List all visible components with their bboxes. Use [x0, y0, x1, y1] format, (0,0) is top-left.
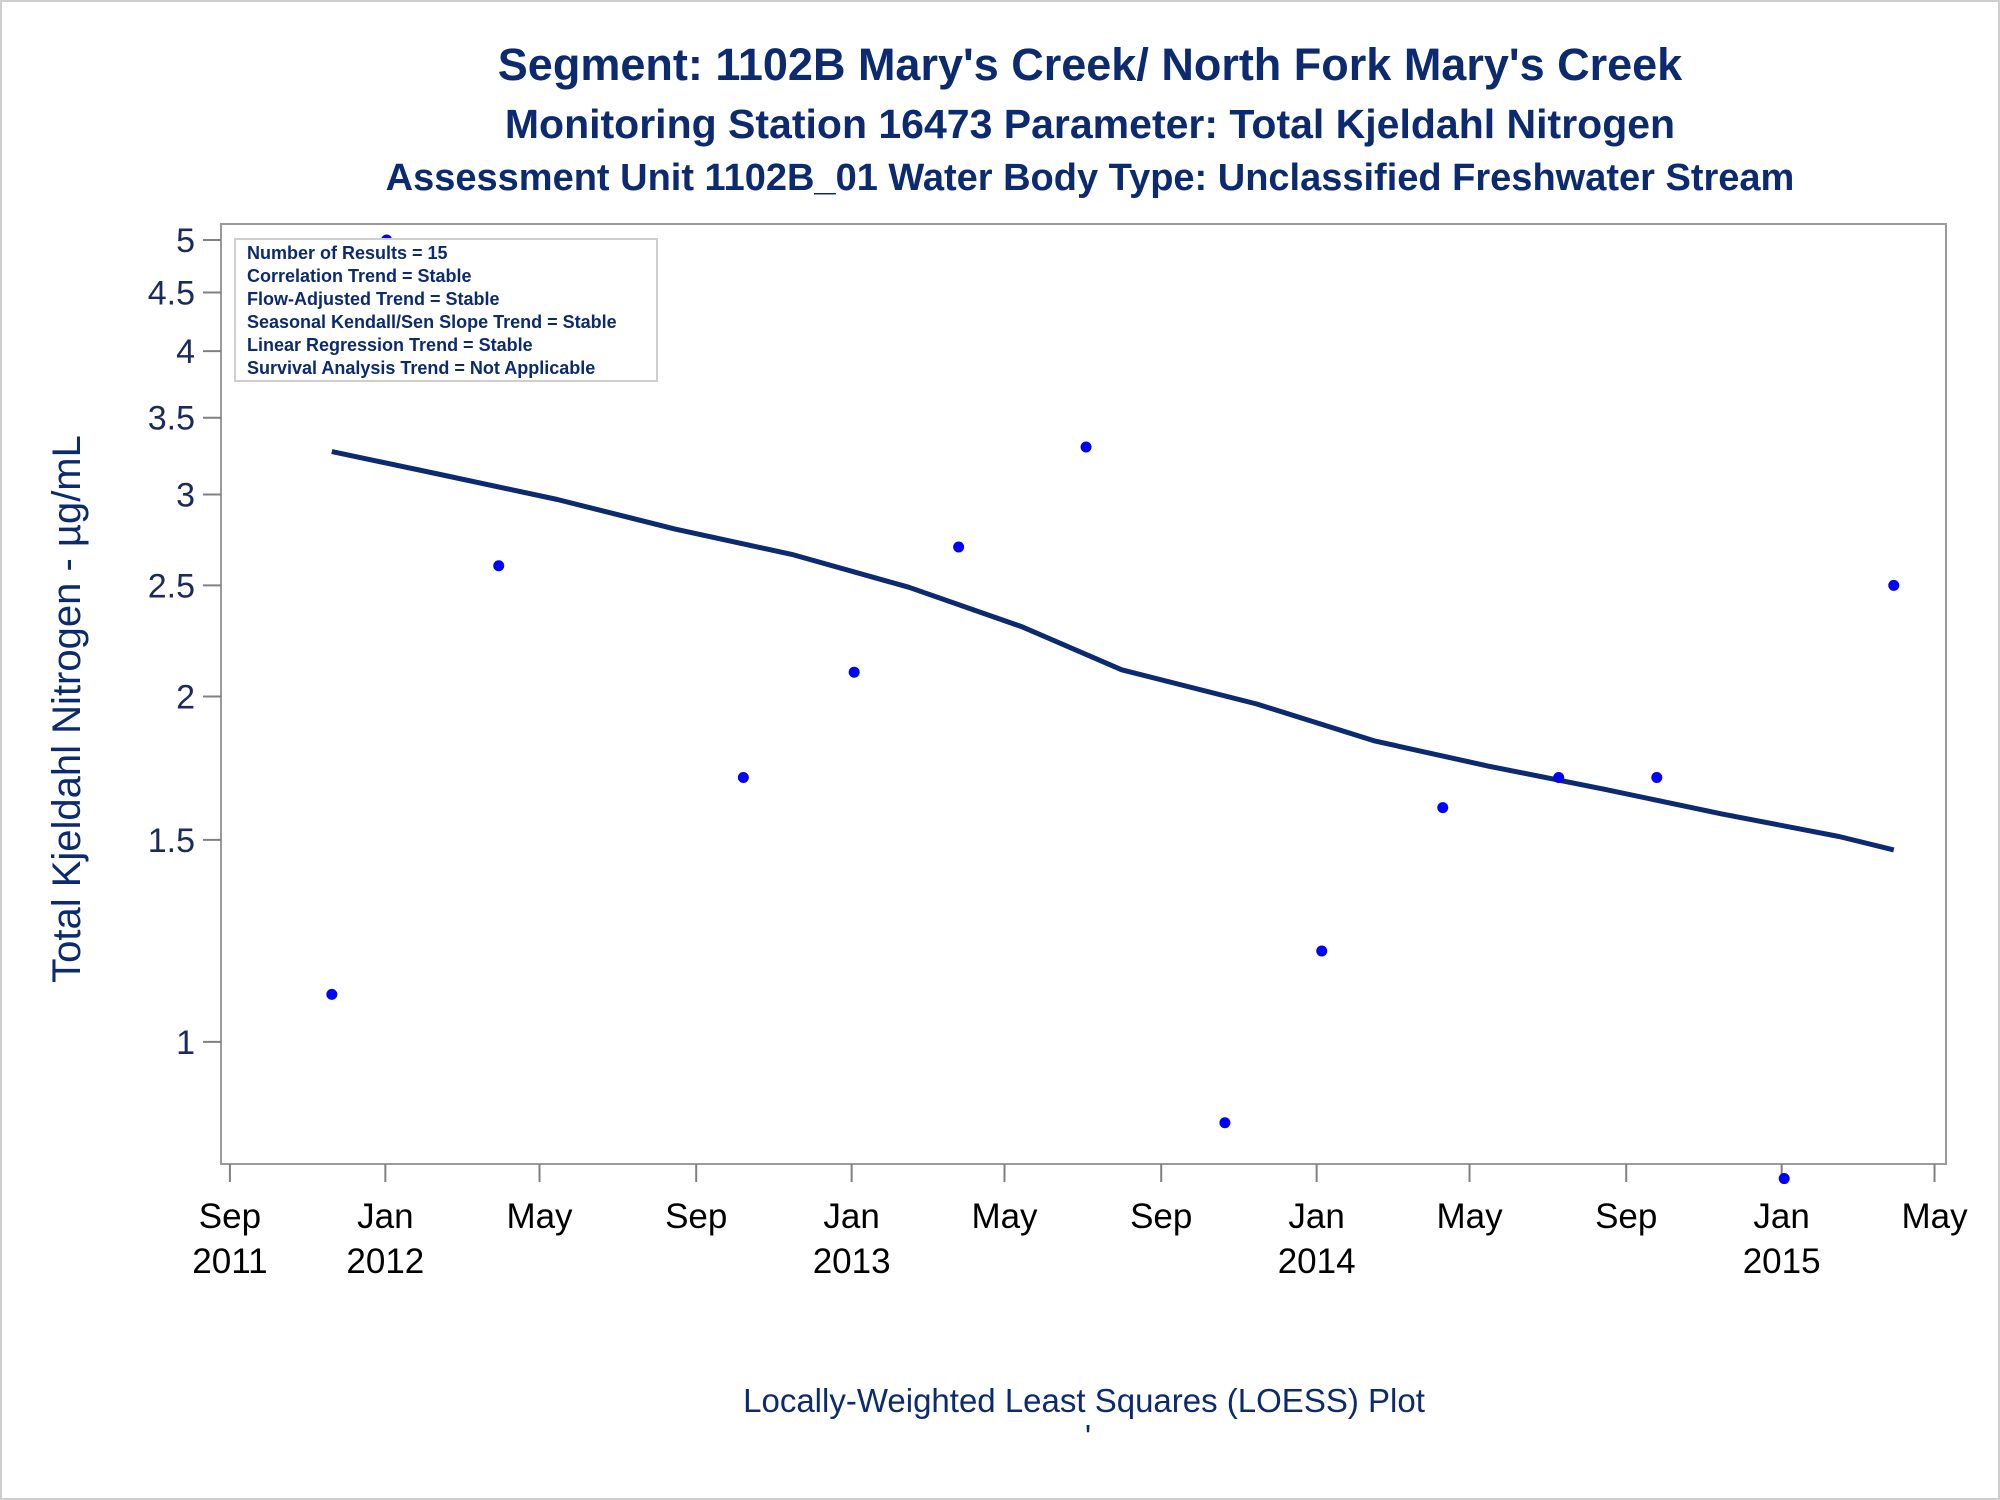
x-tick-label-year: 2011 — [192, 1242, 267, 1281]
x-tick-label-month: May — [1436, 1197, 1503, 1236]
x-tick-label-month: May — [506, 1197, 573, 1236]
x-tick-label-month: Sep — [199, 1197, 261, 1236]
data-point — [848, 666, 860, 678]
chart-title: Segment: 1102B Mary's Creek/ North Fork … — [498, 39, 1683, 90]
y-tick-label: 1 — [176, 1024, 195, 1062]
y-tick-label: 1.5 — [148, 822, 195, 860]
y-tick-label: 4.5 — [148, 274, 195, 312]
y-tick-label: 3.5 — [148, 400, 195, 438]
x-tick-label-month: Sep — [1130, 1197, 1192, 1236]
stats-box-border — [234, 238, 658, 382]
x-tick-label-month: Jan — [1288, 1197, 1344, 1236]
stats-number-of-results: Number of Results = 15 — [247, 243, 448, 263]
data-point — [1778, 1173, 1790, 1185]
loess-trend-line — [331, 449, 1895, 853]
y-tick-label: 2.5 — [148, 567, 195, 605]
y-axis-label: Total Kjeldahl Nitrogen - µg/mL — [45, 435, 89, 983]
stats-seasonal-kendall-trend: Seasonal Kendall/Sen Slope Trend = Stabl… — [247, 312, 617, 332]
x-tick-label-year: 2012 — [346, 1242, 424, 1281]
data-point — [1316, 945, 1328, 957]
x-tick-label-month: May — [971, 1197, 1038, 1236]
data-point — [953, 541, 965, 553]
stats-survival-analysis-trend: Survival Analysis Trend = Not Applicable — [247, 358, 595, 378]
data-point — [326, 988, 338, 1000]
y-axis-ticks: 1 1.5 2 2.5 3 3.5 4 4.5 5 — [148, 222, 221, 1062]
plot-area — [220, 223, 1947, 1165]
data-point — [1553, 771, 1565, 783]
footnote-mark: ' — [1085, 1418, 1091, 1455]
x-tick-label-year: 2014 — [1278, 1242, 1356, 1281]
stats-linear-regression-trend: Linear Regression Trend = Stable — [247, 335, 533, 355]
x-axis-ticks: Sep 2011 Jan 2012 May Sep Jan 2013 May Sep Jan 2014… — [192, 1164, 1968, 1281]
y-tick-label: 2 — [176, 679, 195, 717]
data-point — [493, 560, 505, 572]
chart-subtitle-2: Assessment Unit 1102B_01 Water Body Type… — [386, 157, 1795, 199]
x-tick-label-month: Jan — [1753, 1197, 1809, 1236]
x-tick-label-month: Jan — [357, 1197, 413, 1236]
data-point — [1651, 771, 1663, 783]
data-point — [1080, 441, 1092, 453]
data-point — [737, 771, 749, 783]
x-tick-label-year: 2015 — [1743, 1242, 1821, 1281]
footnote: Locally-Weighted Least Squares (LOESS) P… — [743, 1382, 1425, 1419]
x-tick-label-year: 2013 — [813, 1242, 891, 1281]
data-point — [1888, 579, 1900, 591]
data-point — [1219, 1117, 1231, 1129]
x-tick-label-month: Sep — [665, 1197, 727, 1236]
stats-correlation-trend: Correlation Trend = Stable — [247, 266, 472, 286]
y-tick-label: 4 — [176, 333, 195, 371]
data-point — [1437, 802, 1449, 814]
stats-box: Number of Results = 15 Correlation Trend… — [234, 238, 658, 382]
chart-subtitle: Monitoring Station 16473 Parameter: Tota… — [505, 101, 1675, 147]
x-tick-label-month: Jan — [823, 1197, 879, 1236]
y-tick-label: 3 — [176, 476, 195, 514]
stats-flow-adjusted-trend: Flow-Adjusted Trend = Stable — [247, 289, 500, 309]
y-tick-label: 5 — [176, 222, 195, 260]
x-tick-label-month: May — [1901, 1197, 1968, 1236]
x-tick-label-month: Sep — [1595, 1197, 1657, 1236]
